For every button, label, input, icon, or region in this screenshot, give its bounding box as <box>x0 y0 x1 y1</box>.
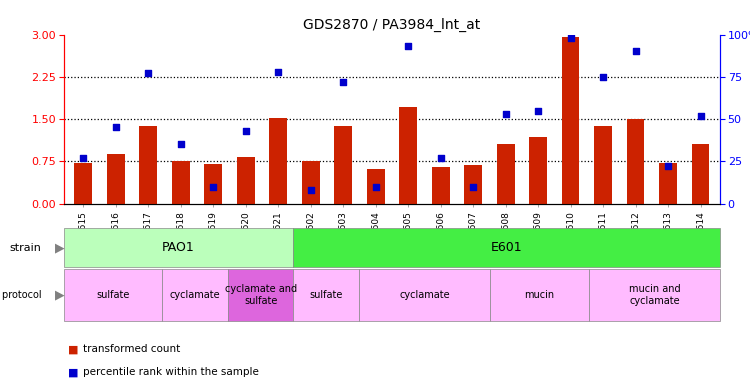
Bar <box>594 126 612 204</box>
Bar <box>530 137 547 204</box>
Bar <box>692 144 709 204</box>
Title: GDS2870 / PA3984_lnt_at: GDS2870 / PA3984_lnt_at <box>303 18 481 32</box>
Text: PAO1: PAO1 <box>162 241 195 254</box>
Text: growth protocol: growth protocol <box>0 290 41 300</box>
Point <box>304 187 316 193</box>
Text: percentile rank within the sample: percentile rank within the sample <box>82 367 258 377</box>
Point <box>662 163 674 169</box>
Text: E601: E601 <box>491 241 523 254</box>
Point <box>629 48 641 55</box>
Point <box>77 155 89 161</box>
Point <box>467 184 479 190</box>
Text: strain: strain <box>9 243 41 253</box>
Text: cyclamate: cyclamate <box>170 290 220 300</box>
Bar <box>334 126 352 204</box>
Bar <box>269 118 287 204</box>
Bar <box>562 37 580 204</box>
Bar <box>140 126 158 204</box>
Text: mucin: mucin <box>524 290 554 300</box>
Bar <box>237 157 254 204</box>
Bar <box>74 163 92 204</box>
Point <box>434 155 446 161</box>
Point <box>694 113 706 119</box>
Point <box>597 74 609 80</box>
Point <box>240 128 252 134</box>
Point <box>142 70 154 76</box>
Point <box>565 35 577 41</box>
Text: cyclamate: cyclamate <box>399 290 450 300</box>
Bar <box>367 169 385 204</box>
Text: sulfate: sulfate <box>96 290 130 300</box>
Bar <box>399 107 417 204</box>
Bar <box>464 165 482 204</box>
Text: mucin and
cyclamate: mucin and cyclamate <box>628 284 680 306</box>
Point <box>207 184 219 190</box>
Text: cyclamate and
sulfate: cyclamate and sulfate <box>224 284 297 306</box>
Text: transformed count: transformed count <box>82 344 180 354</box>
Bar <box>172 161 190 204</box>
Bar <box>302 161 320 204</box>
Point <box>500 111 512 117</box>
Bar <box>106 154 124 204</box>
Text: sulfate: sulfate <box>310 290 343 300</box>
Point <box>272 69 284 75</box>
Text: ▶: ▶ <box>56 288 64 301</box>
Text: ■: ■ <box>68 367 78 377</box>
Bar <box>659 163 677 204</box>
Point <box>175 141 187 147</box>
Bar <box>204 164 222 204</box>
Text: ■: ■ <box>68 344 78 354</box>
Point <box>402 43 414 50</box>
Bar <box>626 119 644 204</box>
Bar <box>496 144 514 204</box>
Point <box>338 79 350 85</box>
Point <box>532 108 544 114</box>
Point <box>370 184 382 190</box>
Text: ▶: ▶ <box>56 241 64 254</box>
Bar <box>432 167 449 204</box>
Point <box>110 124 122 131</box>
